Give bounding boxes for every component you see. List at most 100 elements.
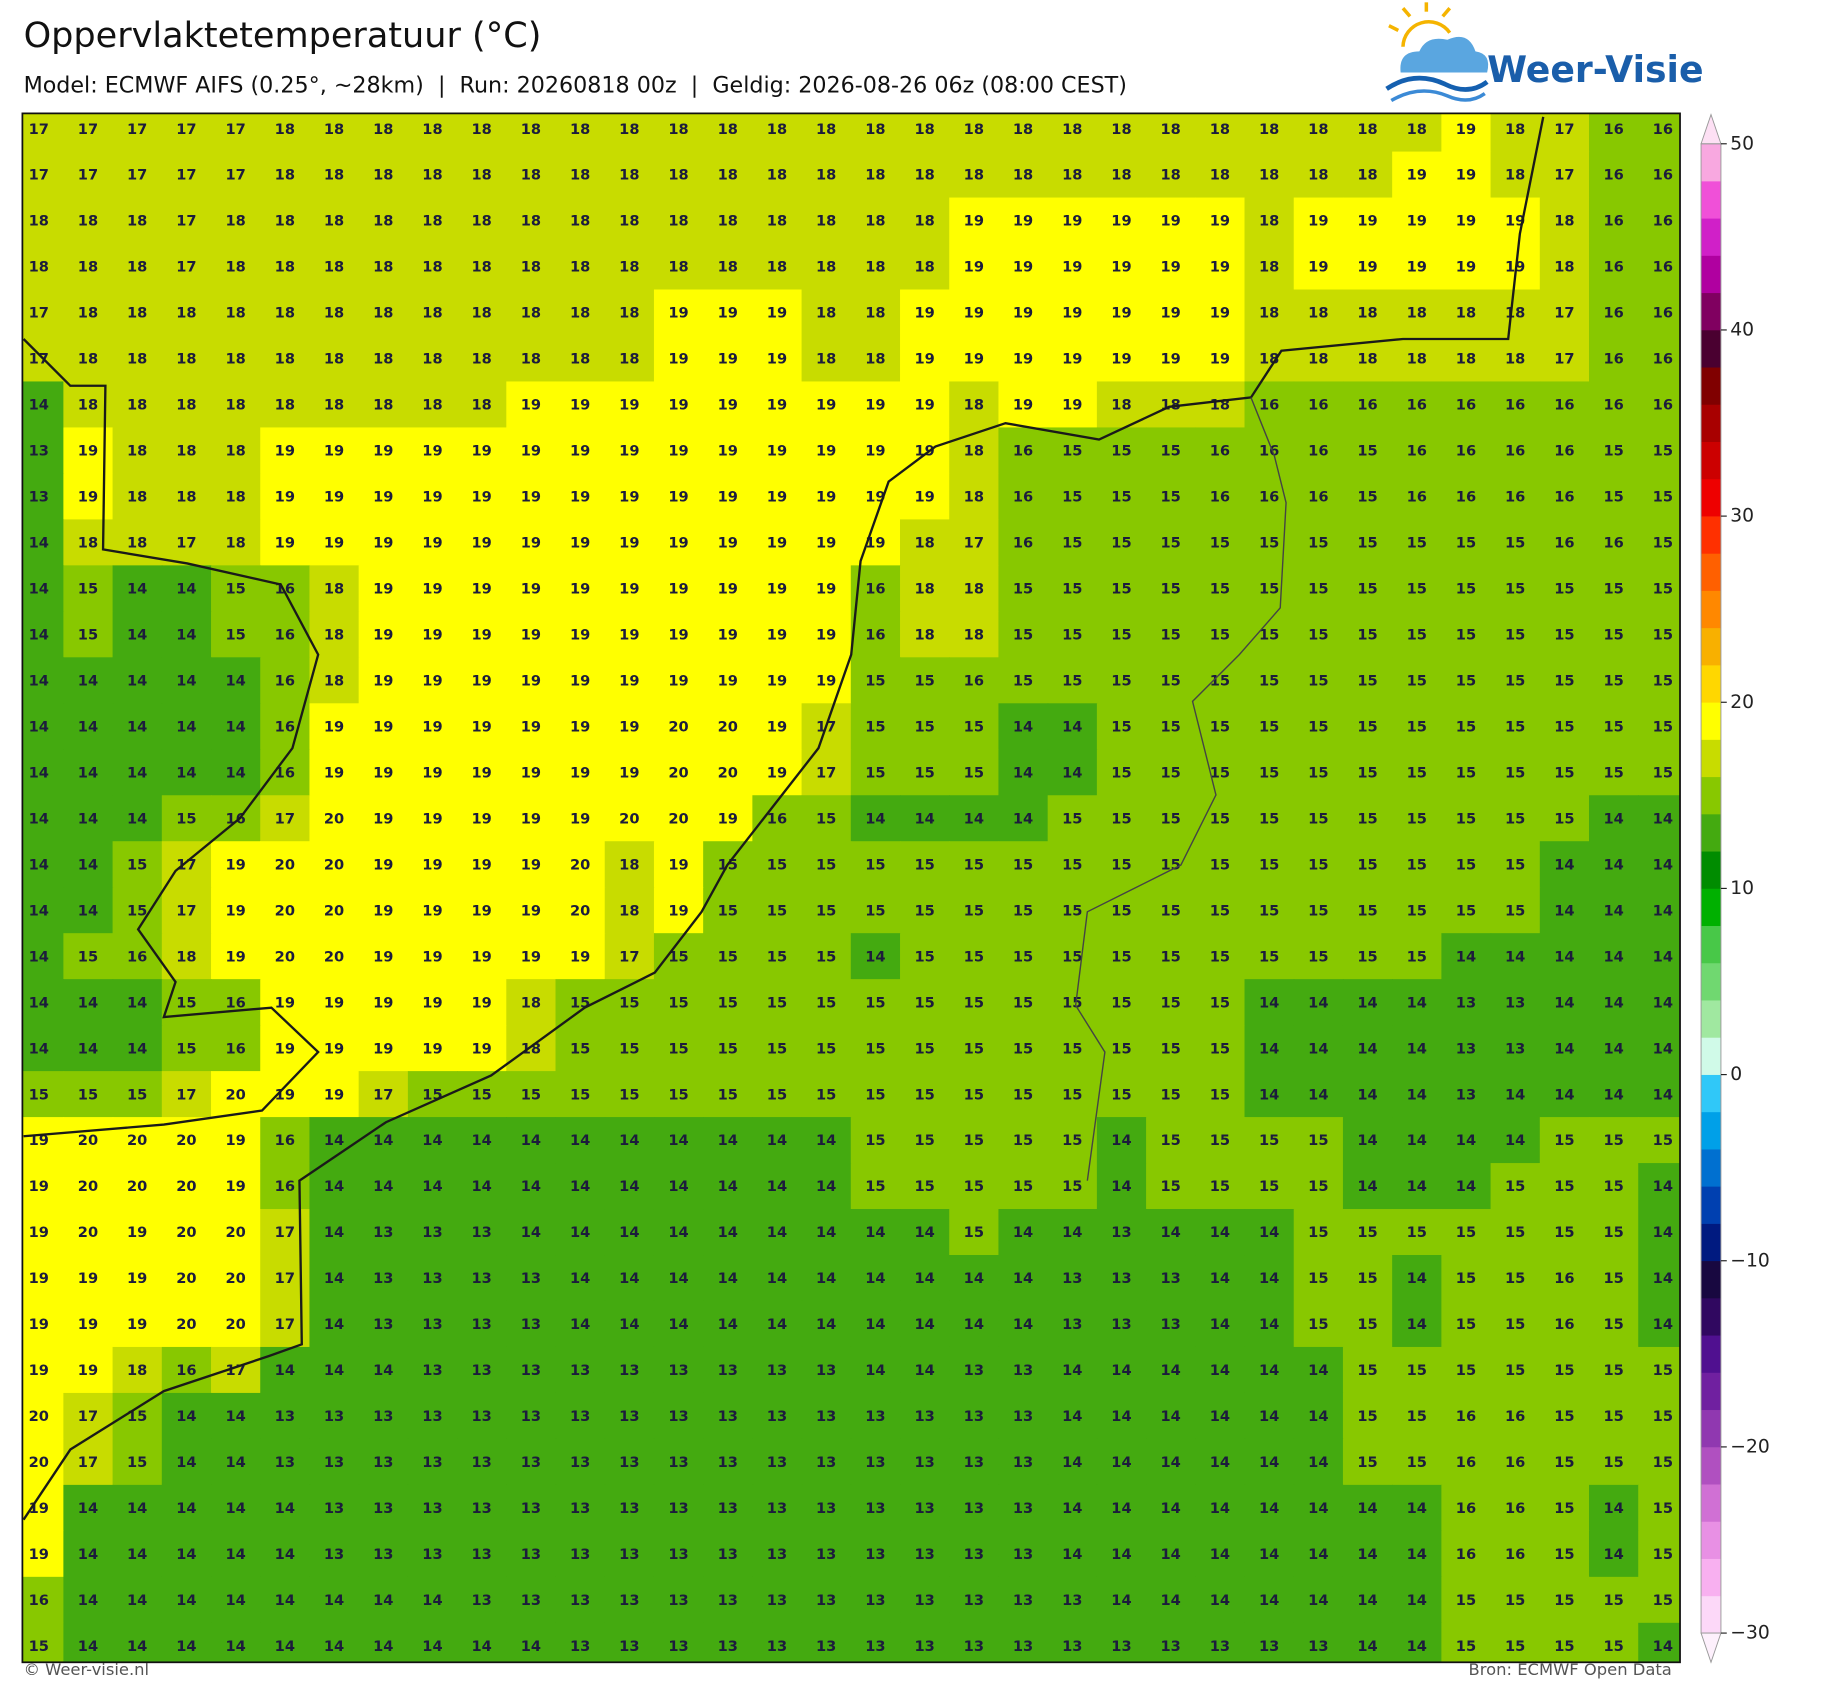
- temperature-cell: [1195, 1300, 1246, 1348]
- temperature-label: 19: [1210, 305, 1230, 322]
- temperature-cell: [1392, 197, 1443, 245]
- temperature-label: 16: [1603, 167, 1623, 184]
- temperature-cell: [850, 335, 901, 383]
- temperature-label: 15: [1062, 489, 1082, 506]
- temperature-cell: [22, 289, 65, 337]
- temperature-cell: [801, 1484, 852, 1532]
- temperature-label: 17: [275, 810, 295, 827]
- temperature-label: 13: [668, 1454, 688, 1471]
- temperature-cell: [1539, 841, 1590, 888]
- temperature-cell: [22, 1530, 65, 1578]
- temperature-label: 14: [767, 1316, 787, 1333]
- temperature-label: 14: [865, 1362, 885, 1379]
- temperature-label: 13: [964, 1638, 984, 1655]
- temperature-cell: [703, 381, 754, 429]
- temperature-label: 18: [865, 305, 885, 322]
- temperature-label: 16: [1603, 351, 1623, 368]
- temperature-cell: [1195, 113, 1246, 153]
- temperature-cell: [949, 1622, 1000, 1663]
- temperature-label: 13: [1161, 1270, 1181, 1287]
- temperature-cell: [22, 1209, 65, 1256]
- temperature-label: 15: [1603, 672, 1623, 689]
- temperature-label: 18: [127, 259, 147, 276]
- temperature-cell: [1638, 1622, 1681, 1663]
- temperature-cell: [161, 933, 212, 980]
- temperature-cell: [260, 473, 311, 521]
- temperature-cell: [161, 113, 212, 153]
- temperature-label: 16: [1210, 443, 1230, 460]
- temperature-cell: [653, 1209, 704, 1256]
- temperature-label: 19: [78, 443, 98, 460]
- temperature-cell: [309, 1255, 360, 1302]
- subtitle: Model: ECMWF AIFS (0.25°, ~28km) | Run: …: [24, 72, 1127, 98]
- temperature-cell: [900, 1071, 950, 1118]
- temperature-cell: [1638, 1484, 1681, 1532]
- temperature-label: 14: [324, 1270, 344, 1287]
- temperature-cell: [63, 1255, 114, 1302]
- temperature-cell: [703, 113, 754, 153]
- temperature-cell: [407, 1025, 458, 1072]
- temperature-label: 15: [1603, 1178, 1623, 1195]
- temperature-label: 14: [127, 994, 147, 1011]
- temperature-label: 14: [127, 1546, 147, 1563]
- temperature-label: 13: [1111, 1224, 1131, 1241]
- temperature-cell: [653, 703, 704, 750]
- temperature-label: 13: [521, 1316, 541, 1333]
- temperature-label: 14: [422, 1592, 442, 1609]
- temperature-cell: [1589, 887, 1639, 934]
- temperature-cell: [1638, 611, 1681, 659]
- temperature-label: 14: [29, 902, 49, 919]
- temperature-label: 18: [619, 902, 639, 919]
- temperature-label: 19: [29, 1362, 49, 1379]
- temperature-label: 14: [1062, 1546, 1082, 1563]
- temperature-label: 17: [78, 1408, 98, 1425]
- temperature-label: 14: [1259, 1224, 1279, 1241]
- temperature-cell: [309, 1622, 360, 1663]
- temperature-label: 15: [1554, 1638, 1574, 1655]
- temperature-label: 13: [619, 1408, 639, 1425]
- temperature-label: 14: [78, 1638, 98, 1655]
- temperature-label: 15: [1554, 810, 1574, 827]
- temperature-label: 20: [176, 1132, 196, 1149]
- temperature-label: 19: [521, 718, 541, 735]
- temperature-label: 15: [1161, 718, 1181, 735]
- temperature-cell: [1244, 1530, 1295, 1578]
- temperature-label: 16: [1013, 489, 1033, 506]
- temperature-cell: [1392, 289, 1443, 337]
- temperature-cell: [260, 795, 311, 842]
- temperature-cell: [703, 611, 754, 659]
- temperature-label: 19: [570, 672, 590, 689]
- temperature-cell: [1096, 151, 1147, 199]
- temperature-label: 13: [324, 1546, 344, 1563]
- temperature-cell: [949, 1025, 1000, 1072]
- temperature-cell: [112, 1576, 163, 1624]
- temperature-cell: [850, 1484, 901, 1532]
- temperature-cell: [1293, 1255, 1344, 1302]
- temperature-cell: [1441, 1300, 1492, 1348]
- temperature-cell: [850, 381, 901, 429]
- temperature-label: 15: [1259, 535, 1279, 552]
- temperature-cell: [457, 611, 508, 659]
- temperature-label: 16: [1505, 443, 1525, 460]
- temperature-cell: [1195, 427, 1246, 475]
- temperature-label: 13: [668, 1408, 688, 1425]
- temperature-label: 15: [1161, 489, 1181, 506]
- temperature-label: 14: [1603, 810, 1623, 827]
- temperature-label: 18: [324, 121, 344, 138]
- temperature-label: 14: [225, 1500, 245, 1517]
- temperature-label: 18: [964, 443, 984, 460]
- temperature-cell: [801, 1392, 852, 1440]
- temperature-label: 14: [324, 1132, 344, 1149]
- temperature-label: 15: [1357, 672, 1377, 689]
- temperature-cell: [1146, 1484, 1197, 1532]
- temperature-cell: [211, 1300, 261, 1348]
- temperature-label: 15: [1603, 718, 1623, 735]
- temperature-label: 15: [865, 672, 885, 689]
- temperature-cell: [1244, 381, 1295, 429]
- temperature-label: 19: [1161, 351, 1181, 368]
- temperature-cell: [309, 795, 360, 842]
- temperature-cell: [900, 749, 950, 796]
- temperature-cell: [900, 795, 950, 842]
- temperature-label: 18: [225, 305, 245, 322]
